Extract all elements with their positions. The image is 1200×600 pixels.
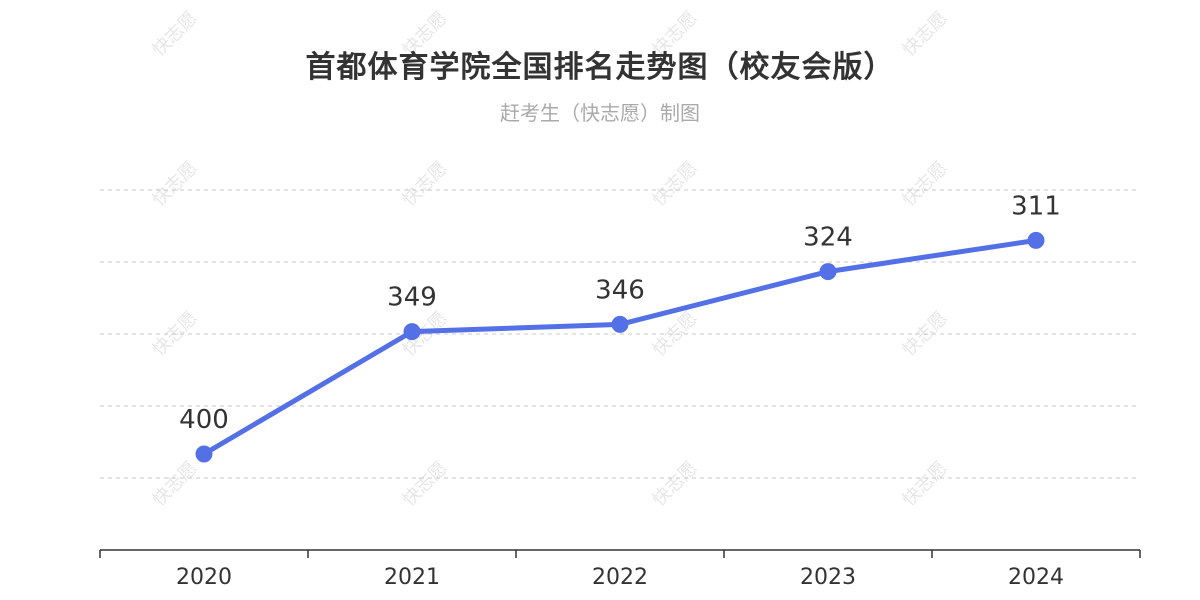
data-point [403,323,421,341]
data-label: 311 [1011,191,1061,221]
series-line [201,237,1039,457]
x-tick-label: 2021 [384,565,440,590]
x-tick-label: 2020 [176,565,232,590]
data-point [195,445,213,463]
data-point [819,263,837,281]
data-point [611,315,629,333]
data-labels: 400 349 346 324 311 [179,191,1061,435]
chart-subtitle: 赶考生（快志愿）制图 [500,101,700,125]
x-tick-label: 2022 [592,565,648,590]
x-tick-label: 2024 [1008,565,1064,590]
x-axis: 2020 2021 2022 2023 2024 [99,549,1141,590]
data-label: 349 [387,283,437,313]
x-tick-label: 2023 [800,565,856,590]
gridlines [100,189,1140,479]
ranking-series [195,231,1045,463]
data-label: 346 [595,275,645,305]
chart-title: 首都体育学院全国排名走势图（校友会版） [305,50,895,85]
data-label: 324 [803,223,853,253]
data-point [1027,231,1045,249]
data-label: 400 [179,405,229,435]
